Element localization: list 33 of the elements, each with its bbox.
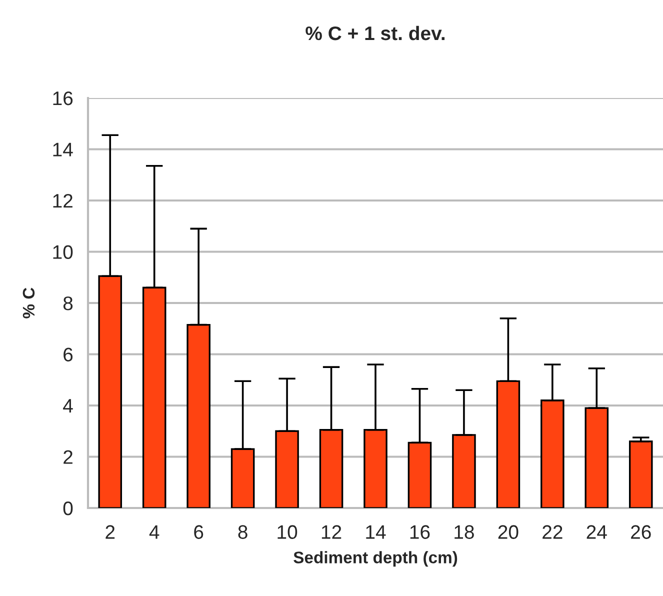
bar <box>584 407 609 508</box>
x-tick-label: 18 <box>454 525 474 539</box>
y-tick-label: 8 <box>63 296 73 310</box>
bar <box>628 440 653 508</box>
y-tick-label: 4 <box>63 399 73 413</box>
x-tick-label: 8 <box>238 525 248 539</box>
x-tick-label: 16 <box>410 525 430 539</box>
x-tick-label: 2 <box>106 525 115 539</box>
x-tick-label: 14 <box>366 525 386 539</box>
y-tick-label: 12 <box>53 194 72 208</box>
y-tick-label: 2 <box>64 450 72 464</box>
x-axis-title: Sediment depth (cm) <box>294 551 458 567</box>
y-tick-label: 16 <box>53 91 73 106</box>
x-tick-label: 10 <box>278 525 298 539</box>
y-tick-label: 10 <box>53 245 73 259</box>
x-tick-label: 26 <box>631 525 651 539</box>
bar <box>230 448 255 508</box>
x-tick-label: 4 <box>149 525 160 539</box>
bar <box>275 430 299 508</box>
chart-title: % C + 1 st. dev. <box>306 26 445 40</box>
y-tick-label: 0 <box>63 501 73 516</box>
x-tick-label: 12 <box>322 525 342 539</box>
y-tick-label: 6 <box>64 348 73 362</box>
x-tick-label: 20 <box>498 525 518 539</box>
bar <box>142 286 166 508</box>
x-tick-label: 22 <box>542 525 562 539</box>
bar <box>540 400 564 508</box>
bar <box>452 434 476 508</box>
bar <box>98 275 122 508</box>
y-tick-label: 14 <box>53 142 73 156</box>
x-tick-label: 6 <box>194 525 204 539</box>
x-tick-label: 24 <box>586 525 607 539</box>
y-axis-title: % C <box>22 288 35 318</box>
